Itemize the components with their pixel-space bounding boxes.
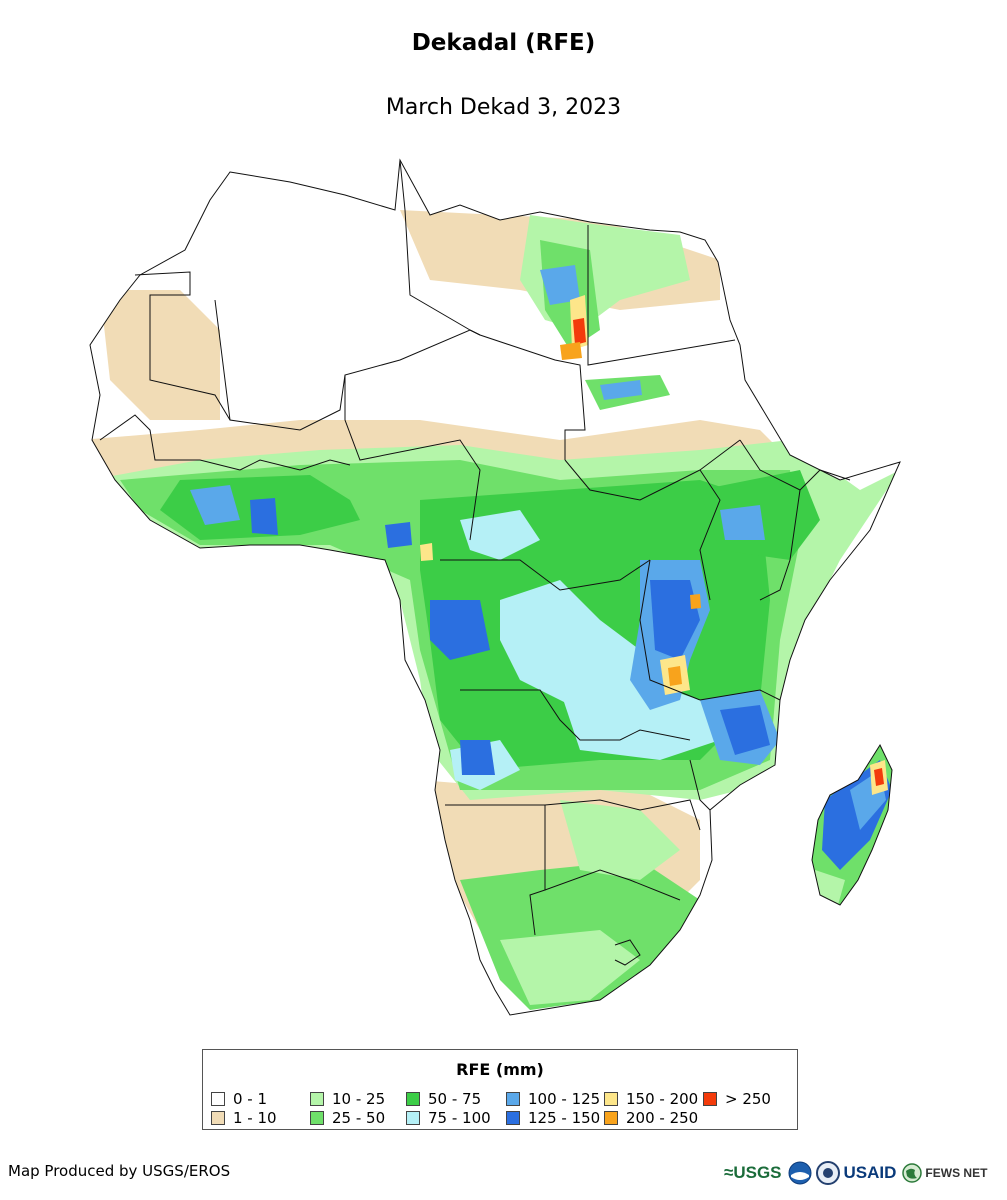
legend-swatch [310,1111,324,1125]
map-title: Dekadal (RFE) [411,30,596,56]
noaa-logo-icon [788,1161,812,1185]
usaid-logo: USAID [843,1163,897,1182]
seal-logo-icon [815,1161,840,1185]
legend-swatch [310,1092,324,1106]
legend-label: 0 - 1 [233,1090,268,1108]
legend-item: > 250 [703,1090,771,1108]
rainfall-fields [90,210,900,1010]
legend-label: 200 - 250 [626,1109,699,1127]
legend-label: 100 - 125 [528,1090,601,1108]
legend-item: 0 - 1 [211,1090,267,1108]
legend-swatch [506,1111,520,1125]
legend-label: 150 - 200 [626,1090,699,1108]
rainfall-map [89,159,901,1016]
globe-icon [902,1163,923,1183]
legend-swatch [604,1111,618,1125]
legend-swatch [211,1092,225,1106]
map-legend: RFE (mm) 0 - 1 1 - 10 10 - 25 25 - 50 50… [202,1049,798,1130]
agency-logos: ≈USGS USAID FEWS NET [724,1158,1000,1188]
legend-label: 25 - 50 [332,1109,386,1127]
country-borders [89,159,901,1016]
legend-item: 200 - 250 [604,1109,698,1127]
legend-item: 10 - 25 [310,1090,385,1108]
legend-swatch [604,1092,618,1106]
legend-label: 50 - 75 [428,1090,482,1108]
fewsnet-logo: FEWS NET [925,1166,988,1180]
legend-label: 1 - 10 [233,1109,277,1127]
legend-label: 125 - 150 [528,1109,601,1127]
map-credit: Map Produced by USGS/EROS [8,1162,231,1180]
legend-item: 25 - 50 [310,1109,385,1127]
legend-item: 1 - 10 [211,1109,277,1127]
legend-item: 150 - 200 [604,1090,698,1108]
legend-swatch [406,1111,420,1125]
legend-title: RFE (mm) [456,1060,544,1079]
legend-item: 75 - 100 [406,1109,491,1127]
legend-swatch [406,1092,420,1106]
legend-label: 75 - 100 [428,1109,491,1127]
usgs-logo: ≈USGS [724,1163,782,1182]
legend-item: 125 - 150 [506,1109,600,1127]
map-subtitle: March Dekad 3, 2023 [385,95,622,120]
legend-swatch [506,1092,520,1106]
legend-swatch [703,1092,717,1106]
legend-item: 100 - 125 [506,1090,600,1108]
legend-label: > 250 [725,1090,771,1108]
legend-swatch [211,1111,225,1125]
legend-label: 10 - 25 [332,1090,386,1108]
legend-item: 50 - 75 [406,1090,481,1108]
